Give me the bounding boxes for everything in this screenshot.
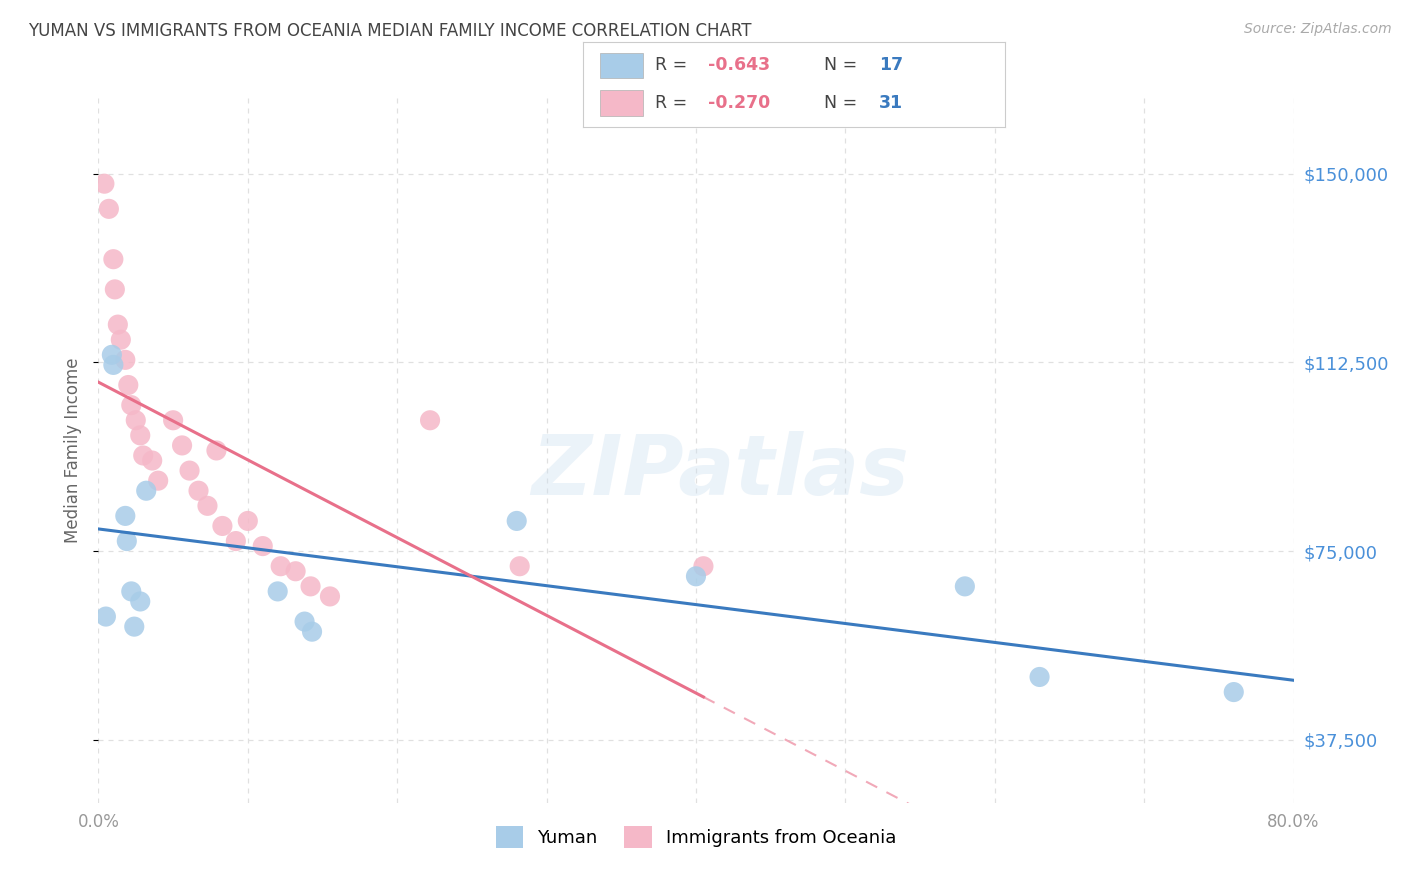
- Point: [509, 559, 531, 574]
- Point: [101, 348, 124, 362]
- Point: [211, 519, 233, 533]
- Point: [115, 534, 138, 549]
- Point: [197, 499, 219, 513]
- Point: [148, 474, 170, 488]
- Point: [110, 333, 132, 347]
- Point: [107, 318, 129, 332]
- Text: 17: 17: [879, 56, 903, 74]
- Point: [141, 453, 163, 467]
- Point: [172, 438, 194, 452]
- Point: [692, 559, 714, 574]
- Point: [103, 252, 125, 267]
- Point: [132, 449, 155, 463]
- Point: [225, 534, 247, 549]
- Point: [162, 413, 184, 427]
- Text: Source: ZipAtlas.com: Source: ZipAtlas.com: [1244, 22, 1392, 37]
- Text: -0.643: -0.643: [709, 56, 770, 74]
- Point: [419, 413, 441, 427]
- Text: R =: R =: [655, 95, 693, 112]
- Point: [299, 579, 322, 593]
- Point: [97, 202, 120, 216]
- Point: [270, 559, 292, 574]
- Point: [129, 594, 152, 608]
- Point: [267, 584, 290, 599]
- Point: [120, 584, 142, 599]
- Point: [252, 539, 274, 553]
- Point: [187, 483, 209, 498]
- Text: ZIPatlas: ZIPatlas: [531, 431, 908, 512]
- Text: N =: N =: [824, 95, 863, 112]
- Point: [1028, 670, 1050, 684]
- Point: [236, 514, 259, 528]
- Y-axis label: Median Family Income: Median Family Income: [65, 358, 83, 543]
- Point: [506, 514, 529, 528]
- Point: [685, 569, 707, 583]
- Point: [179, 464, 201, 478]
- Bar: [600, 53, 643, 78]
- Text: N =: N =: [824, 56, 863, 74]
- Point: [125, 413, 148, 427]
- Point: [114, 508, 136, 523]
- Point: [114, 352, 136, 367]
- Point: [205, 443, 228, 458]
- Point: [104, 282, 127, 296]
- Point: [1223, 685, 1246, 699]
- Point: [319, 590, 342, 604]
- Legend: Yuman, Immigrants from Oceania: Yuman, Immigrants from Oceania: [486, 817, 905, 857]
- Point: [103, 358, 125, 372]
- Point: [124, 619, 146, 633]
- Point: [294, 615, 316, 629]
- Point: [135, 483, 157, 498]
- Point: [94, 609, 117, 624]
- Text: R =: R =: [655, 56, 693, 74]
- Point: [129, 428, 152, 442]
- Point: [953, 579, 976, 593]
- Point: [301, 624, 323, 639]
- Point: [93, 177, 115, 191]
- Point: [284, 564, 307, 578]
- Bar: [600, 90, 643, 116]
- Text: -0.270: -0.270: [709, 95, 770, 112]
- Point: [117, 378, 139, 392]
- Text: 31: 31: [879, 95, 903, 112]
- Point: [120, 398, 142, 412]
- Text: YUMAN VS IMMIGRANTS FROM OCEANIA MEDIAN FAMILY INCOME CORRELATION CHART: YUMAN VS IMMIGRANTS FROM OCEANIA MEDIAN …: [28, 22, 752, 40]
